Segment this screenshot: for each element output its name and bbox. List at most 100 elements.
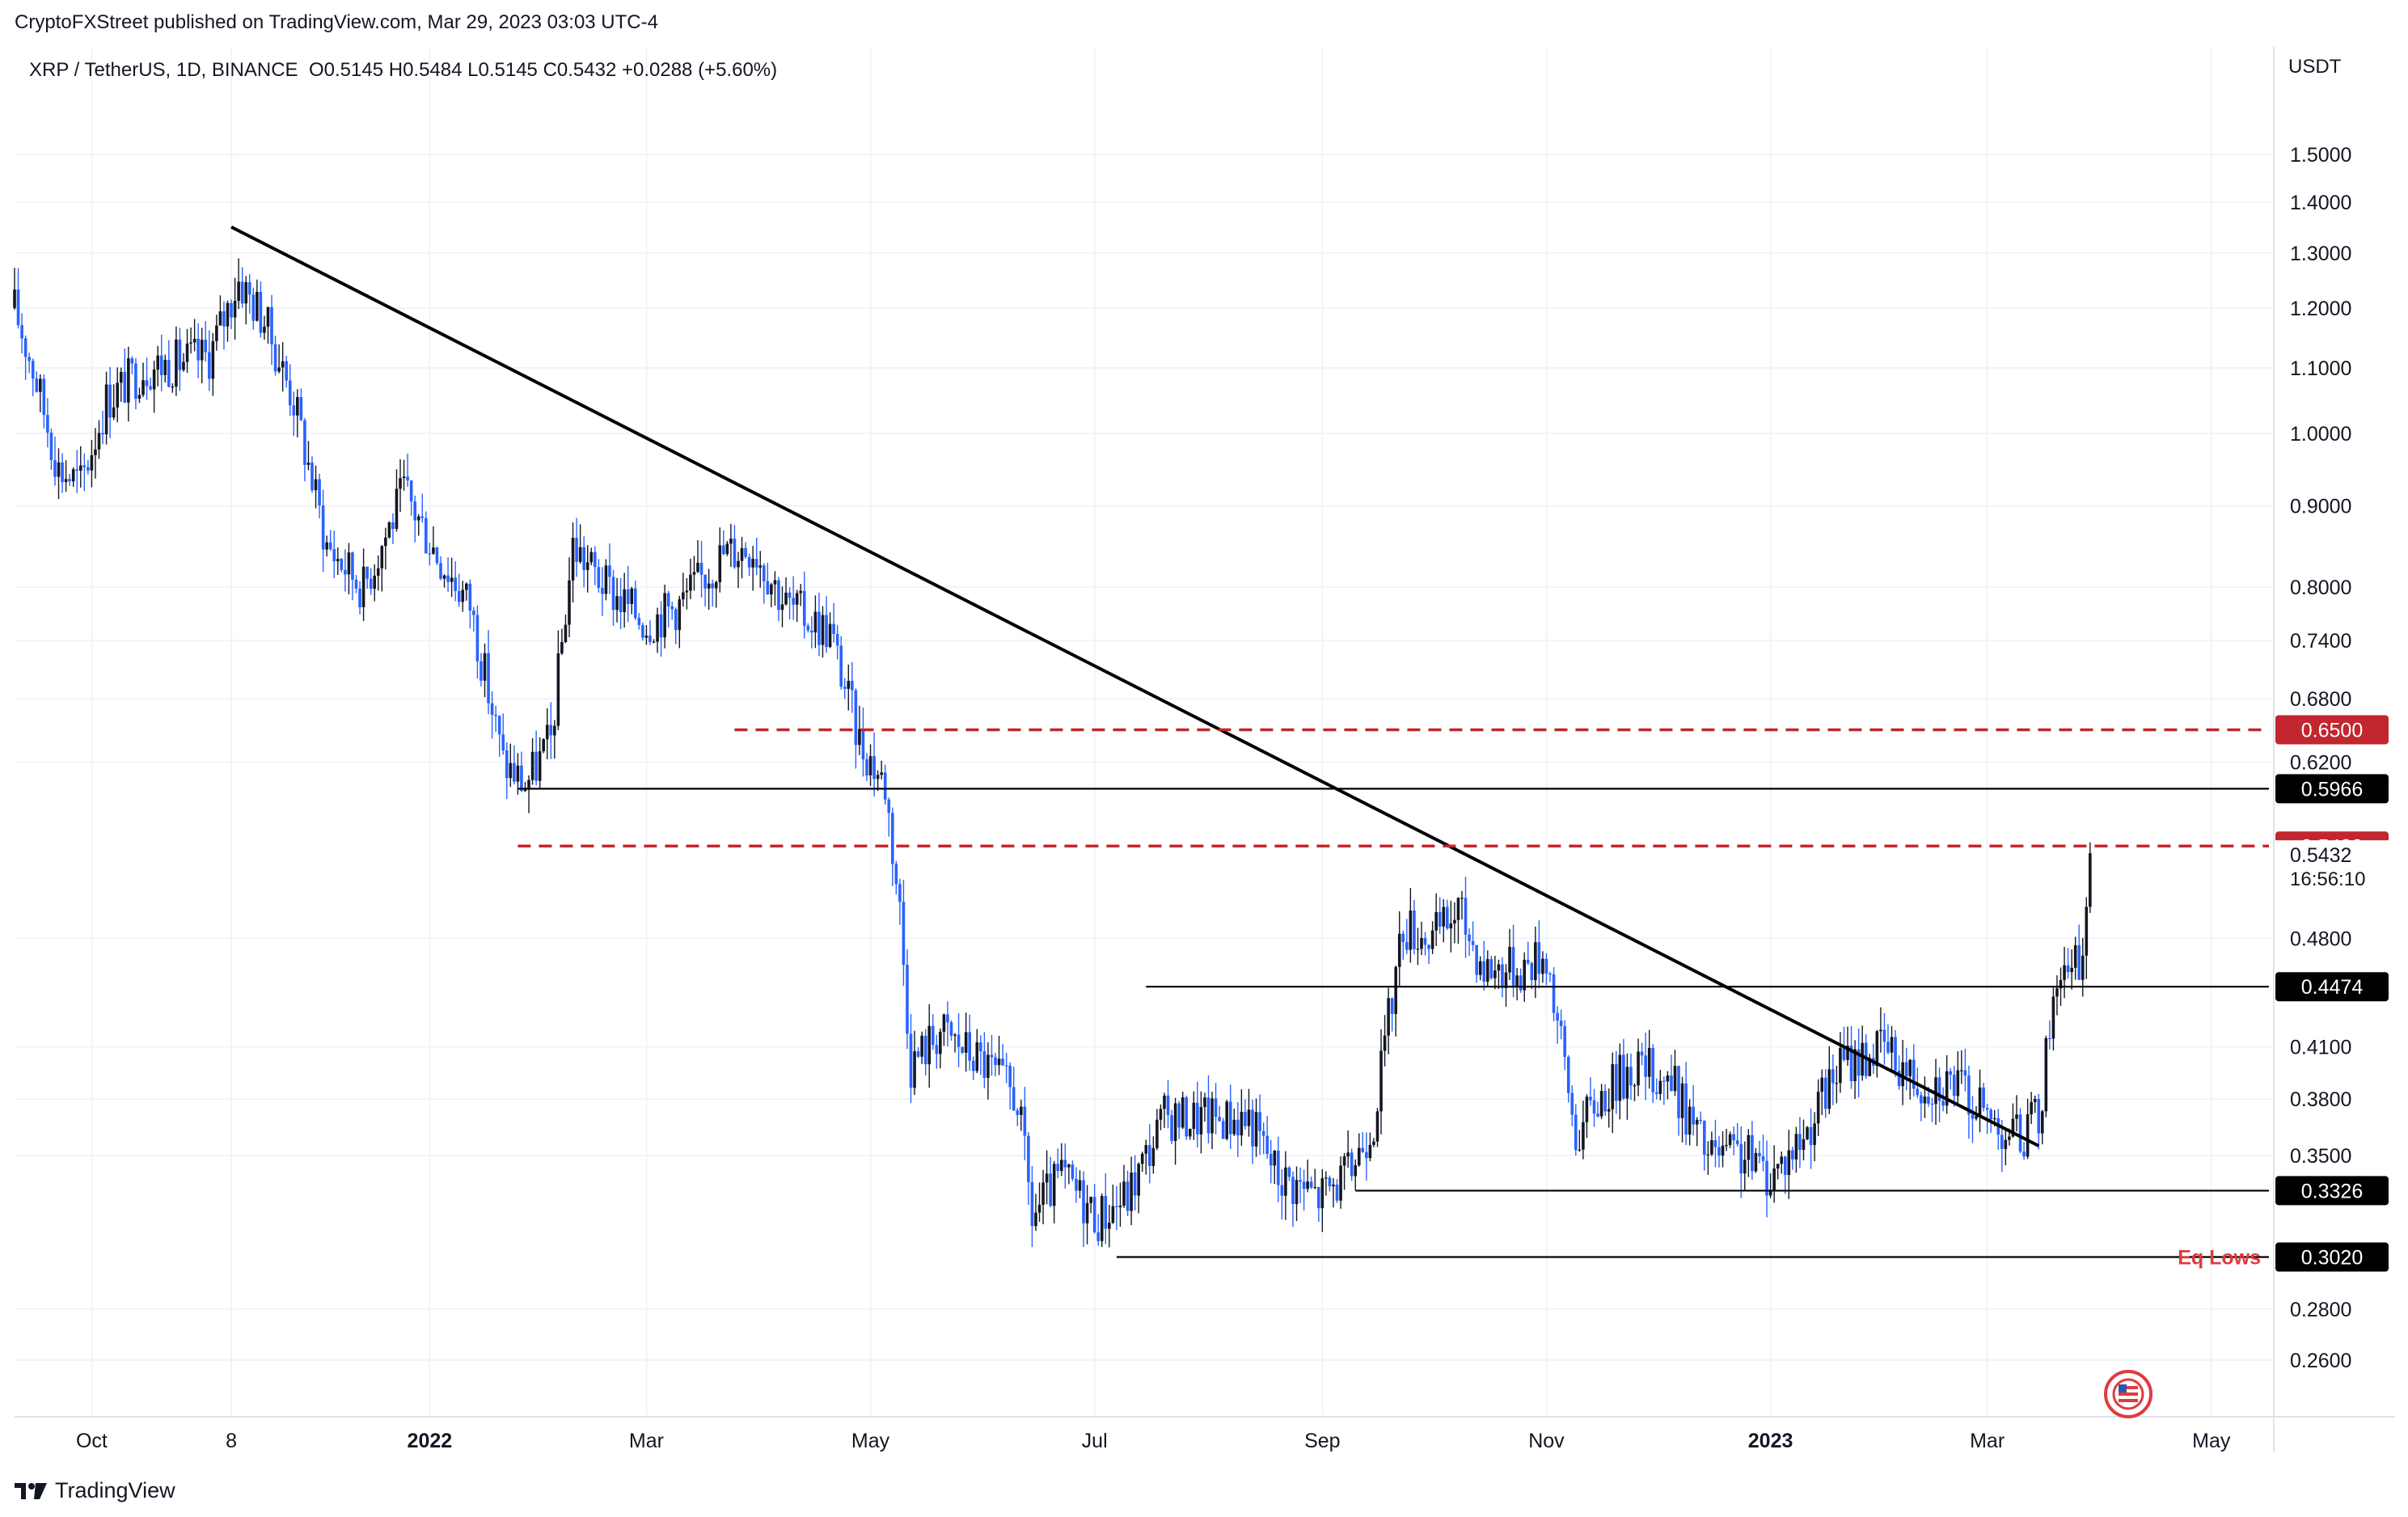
candle-body (571, 538, 575, 581)
candle-body (1952, 1075, 1956, 1097)
candle-body (509, 763, 513, 779)
candle-body (1493, 970, 1497, 978)
candle-body (1067, 1164, 1071, 1168)
candle-body (1537, 942, 1541, 974)
candle-body (1082, 1180, 1085, 1223)
candle-body (461, 589, 465, 602)
candle-body (633, 588, 637, 619)
candle-body (1706, 1154, 1710, 1156)
axes: XRP / TetherUS, 1D, BINANCE O0.5145 H0.5… (15, 47, 2395, 1452)
candle-body (108, 384, 112, 418)
candle-body (321, 505, 325, 550)
candle-body (1978, 1087, 1982, 1117)
candle-body (953, 1034, 957, 1036)
candle-body (1221, 1121, 1225, 1139)
candle-body (1530, 962, 1534, 981)
candle-body (1225, 1101, 1229, 1139)
candle-body (604, 565, 608, 594)
candle-body (1041, 1182, 1045, 1205)
x-axis-ticks: Oct 8 2022 Mar May Jul Sep Nov 2023 Mar May (76, 1430, 2231, 1452)
candle-body (1181, 1097, 1185, 1128)
candle-body (670, 606, 674, 610)
candle-body (57, 462, 61, 477)
candle-body (1853, 1049, 1857, 1081)
candle-body (792, 598, 795, 605)
y-tick-label: 0.3500 (2290, 1145, 2351, 1168)
level-price-label: 0.3020 (2301, 1247, 2363, 1270)
candle-body (472, 611, 475, 615)
candle-body (1475, 944, 1478, 975)
candle-body (920, 1035, 923, 1057)
candle-body (957, 1034, 961, 1047)
footer: TradingView (15, 1478, 175, 1503)
candle-body (373, 575, 377, 589)
candle-body (2008, 1136, 2011, 1140)
candle-body (931, 1025, 935, 1046)
candle-body (94, 449, 97, 455)
candle-body (259, 291, 263, 333)
candle-body (116, 382, 120, 408)
candle-body (1375, 1111, 1379, 1142)
candle-body (1780, 1156, 1784, 1164)
candle-body (582, 547, 585, 570)
candle-body (2030, 1101, 2033, 1114)
candle-body (851, 680, 854, 691)
candle-body (568, 580, 571, 625)
candle-body (2073, 944, 2077, 968)
y-tick-label: 1.0000 (2290, 423, 2351, 446)
candle-body (1985, 1107, 1989, 1110)
candle-body (266, 306, 270, 327)
candle-body (1651, 1047, 1655, 1092)
candle-body (1596, 1113, 1599, 1117)
candle-body (1875, 1031, 1879, 1067)
candle-body (325, 542, 328, 550)
candle-body (1882, 1029, 1886, 1042)
candle-body (1901, 1062, 1904, 1087)
candle-body (35, 378, 39, 392)
candle-body (1111, 1206, 1115, 1223)
candle-body (1578, 1149, 1582, 1151)
candle-body (1861, 1042, 1864, 1076)
x-tick-label: Sep (1304, 1430, 1340, 1452)
candle-body (369, 578, 373, 589)
currency-label: USDT (2288, 56, 2342, 78)
candle-body (865, 759, 868, 775)
candle-body (127, 358, 130, 403)
candle-body (1346, 1152, 1350, 1157)
candle-body (674, 609, 678, 631)
candle-body (898, 884, 902, 902)
candle-body (1754, 1152, 1758, 1172)
candle-body (1361, 1147, 1365, 1152)
y-tick-label: 0.7400 (2290, 630, 2351, 653)
us-flag-icon[interactable] (2104, 1370, 2152, 1418)
candle-body (347, 552, 351, 575)
candle-body (1975, 1116, 1978, 1119)
candle-body (1236, 1119, 1240, 1136)
drawings (230, 225, 2269, 1258)
tradingview-logo-icon[interactable] (15, 1481, 47, 1501)
candle-body (733, 539, 737, 568)
candle-body (1104, 1196, 1108, 1229)
candle-body (1912, 1059, 1916, 1089)
candle-body (1306, 1181, 1309, 1190)
candle-body (501, 734, 505, 750)
candle-body (1453, 919, 1456, 924)
candle-body (1228, 1101, 1232, 1135)
candle-body (1783, 1156, 1787, 1176)
level-price-label: 0.3326 (2301, 1180, 2363, 1202)
candle-body (1089, 1197, 1092, 1203)
candle-body (2026, 1113, 2030, 1157)
candle-body (513, 763, 516, 782)
candle-body (1313, 1187, 1317, 1189)
candle-body (2037, 1099, 2041, 1134)
candle-body (182, 361, 185, 370)
candle-body (1251, 1109, 1254, 1147)
candle-body (1269, 1153, 1273, 1166)
candle-body (1365, 1151, 1368, 1159)
candle-body (1739, 1143, 1743, 1174)
candle-body (1354, 1165, 1358, 1177)
ohlc-header: O0.5145 H0.5484 L0.5145 C0.5432 +0.0288 … (309, 59, 777, 81)
candle-body (251, 294, 256, 321)
candle-body (1511, 946, 1515, 987)
